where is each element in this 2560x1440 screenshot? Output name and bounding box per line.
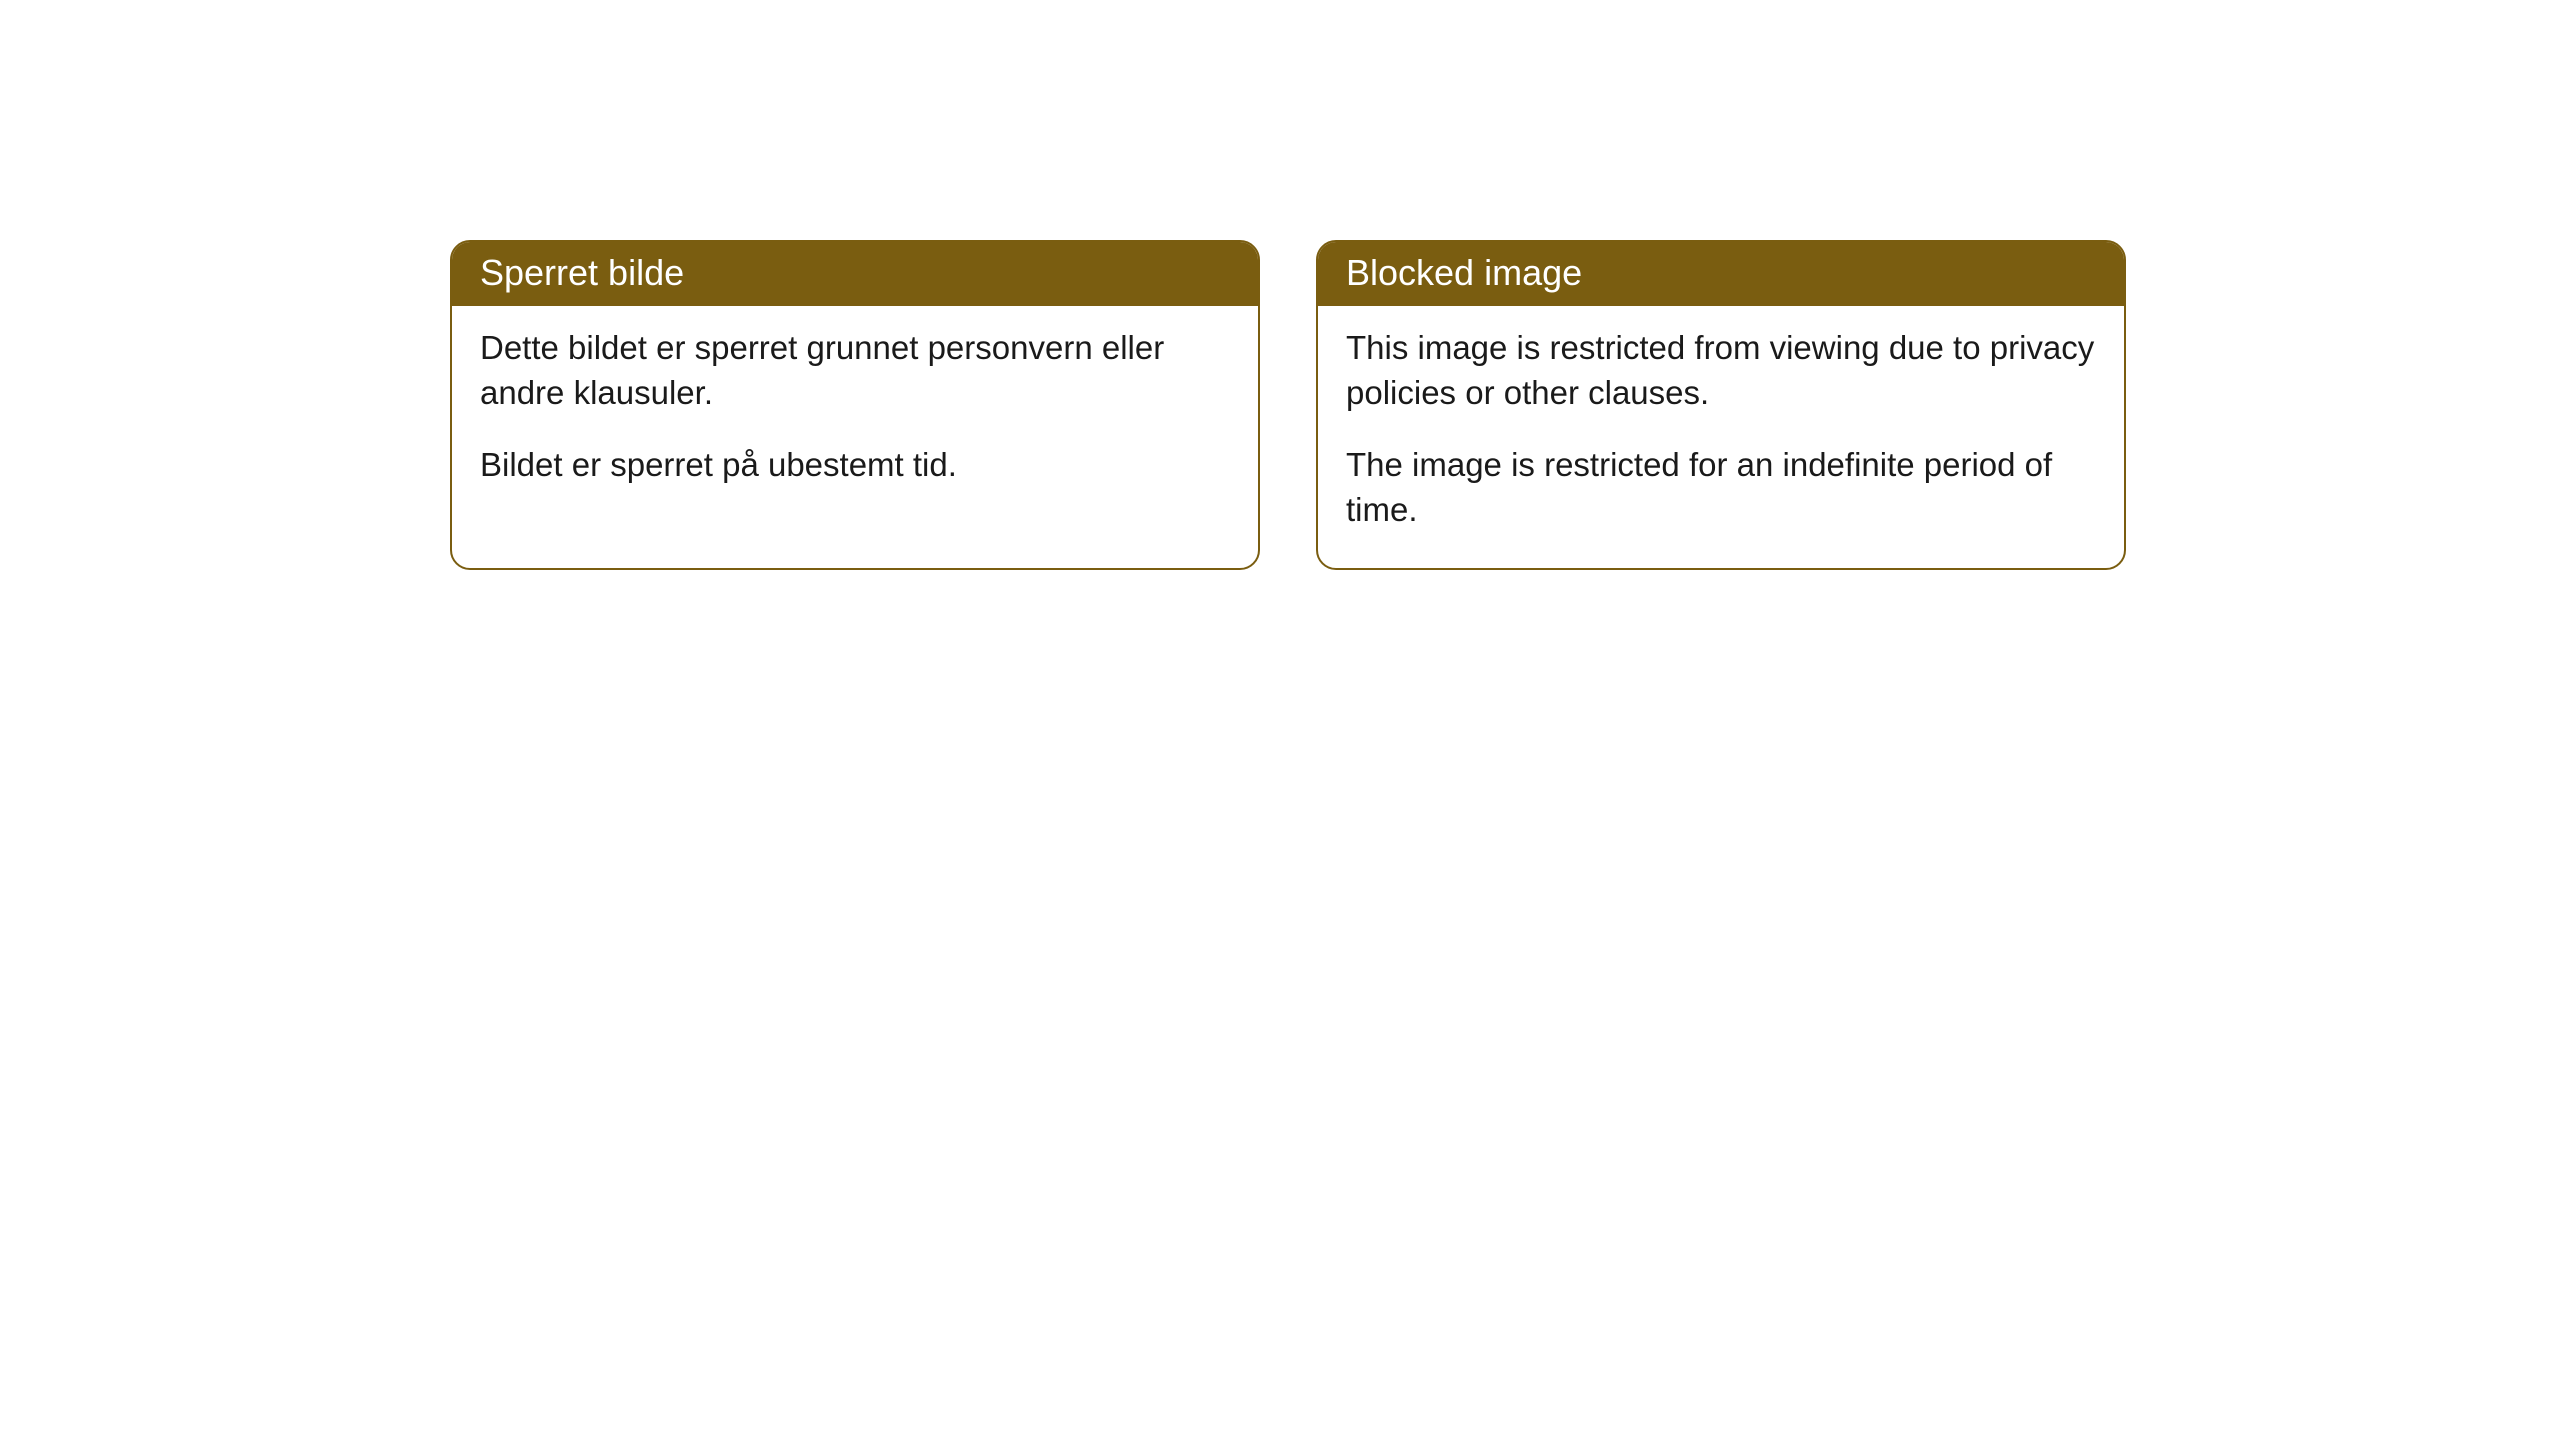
notice-paragraph: This image is restricted from viewing du… xyxy=(1346,326,2096,415)
notice-title: Sperret bilde xyxy=(480,252,684,293)
notice-body: This image is restricted from viewing du… xyxy=(1318,306,2124,568)
notice-card-norwegian: Sperret bilde Dette bildet er sperret gr… xyxy=(450,240,1260,570)
notice-header: Blocked image xyxy=(1318,242,2124,306)
notice-paragraph: The image is restricted for an indefinit… xyxy=(1346,443,2096,532)
notice-paragraph: Dette bildet er sperret grunnet personve… xyxy=(480,326,1230,415)
notice-paragraph: Bildet er sperret på ubestemt tid. xyxy=(480,443,1230,488)
notice-cards-container: Sperret bilde Dette bildet er sperret gr… xyxy=(450,240,2126,570)
notice-body: Dette bildet er sperret grunnet personve… xyxy=(452,306,1258,524)
notice-card-english: Blocked image This image is restricted f… xyxy=(1316,240,2126,570)
notice-title: Blocked image xyxy=(1346,252,1582,293)
notice-header: Sperret bilde xyxy=(452,242,1258,306)
